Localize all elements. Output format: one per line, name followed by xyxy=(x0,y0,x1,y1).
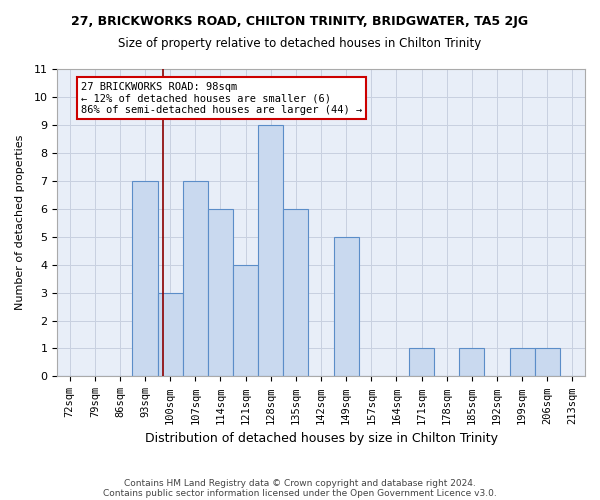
Bar xyxy=(158,292,183,376)
Bar xyxy=(459,348,484,376)
Y-axis label: Number of detached properties: Number of detached properties xyxy=(15,135,25,310)
X-axis label: Distribution of detached houses by size in Chilton Trinity: Distribution of detached houses by size … xyxy=(145,432,497,445)
Bar xyxy=(208,208,233,376)
Text: Size of property relative to detached houses in Chilton Trinity: Size of property relative to detached ho… xyxy=(118,38,482,51)
Text: Contains public sector information licensed under the Open Government Licence v3: Contains public sector information licen… xyxy=(103,488,497,498)
Bar xyxy=(509,348,535,376)
Bar xyxy=(409,348,434,376)
Bar xyxy=(233,264,258,376)
Bar xyxy=(258,125,283,376)
Bar xyxy=(183,181,208,376)
Bar xyxy=(283,208,308,376)
Bar xyxy=(535,348,560,376)
Bar xyxy=(334,236,359,376)
Text: 27, BRICKWORKS ROAD, CHILTON TRINITY, BRIDGWATER, TA5 2JG: 27, BRICKWORKS ROAD, CHILTON TRINITY, BR… xyxy=(71,15,529,28)
Bar xyxy=(133,181,158,376)
Text: 27 BRICKWORKS ROAD: 98sqm
← 12% of detached houses are smaller (6)
86% of semi-d: 27 BRICKWORKS ROAD: 98sqm ← 12% of detac… xyxy=(81,82,362,115)
Text: Contains HM Land Registry data © Crown copyright and database right 2024.: Contains HM Land Registry data © Crown c… xyxy=(124,478,476,488)
